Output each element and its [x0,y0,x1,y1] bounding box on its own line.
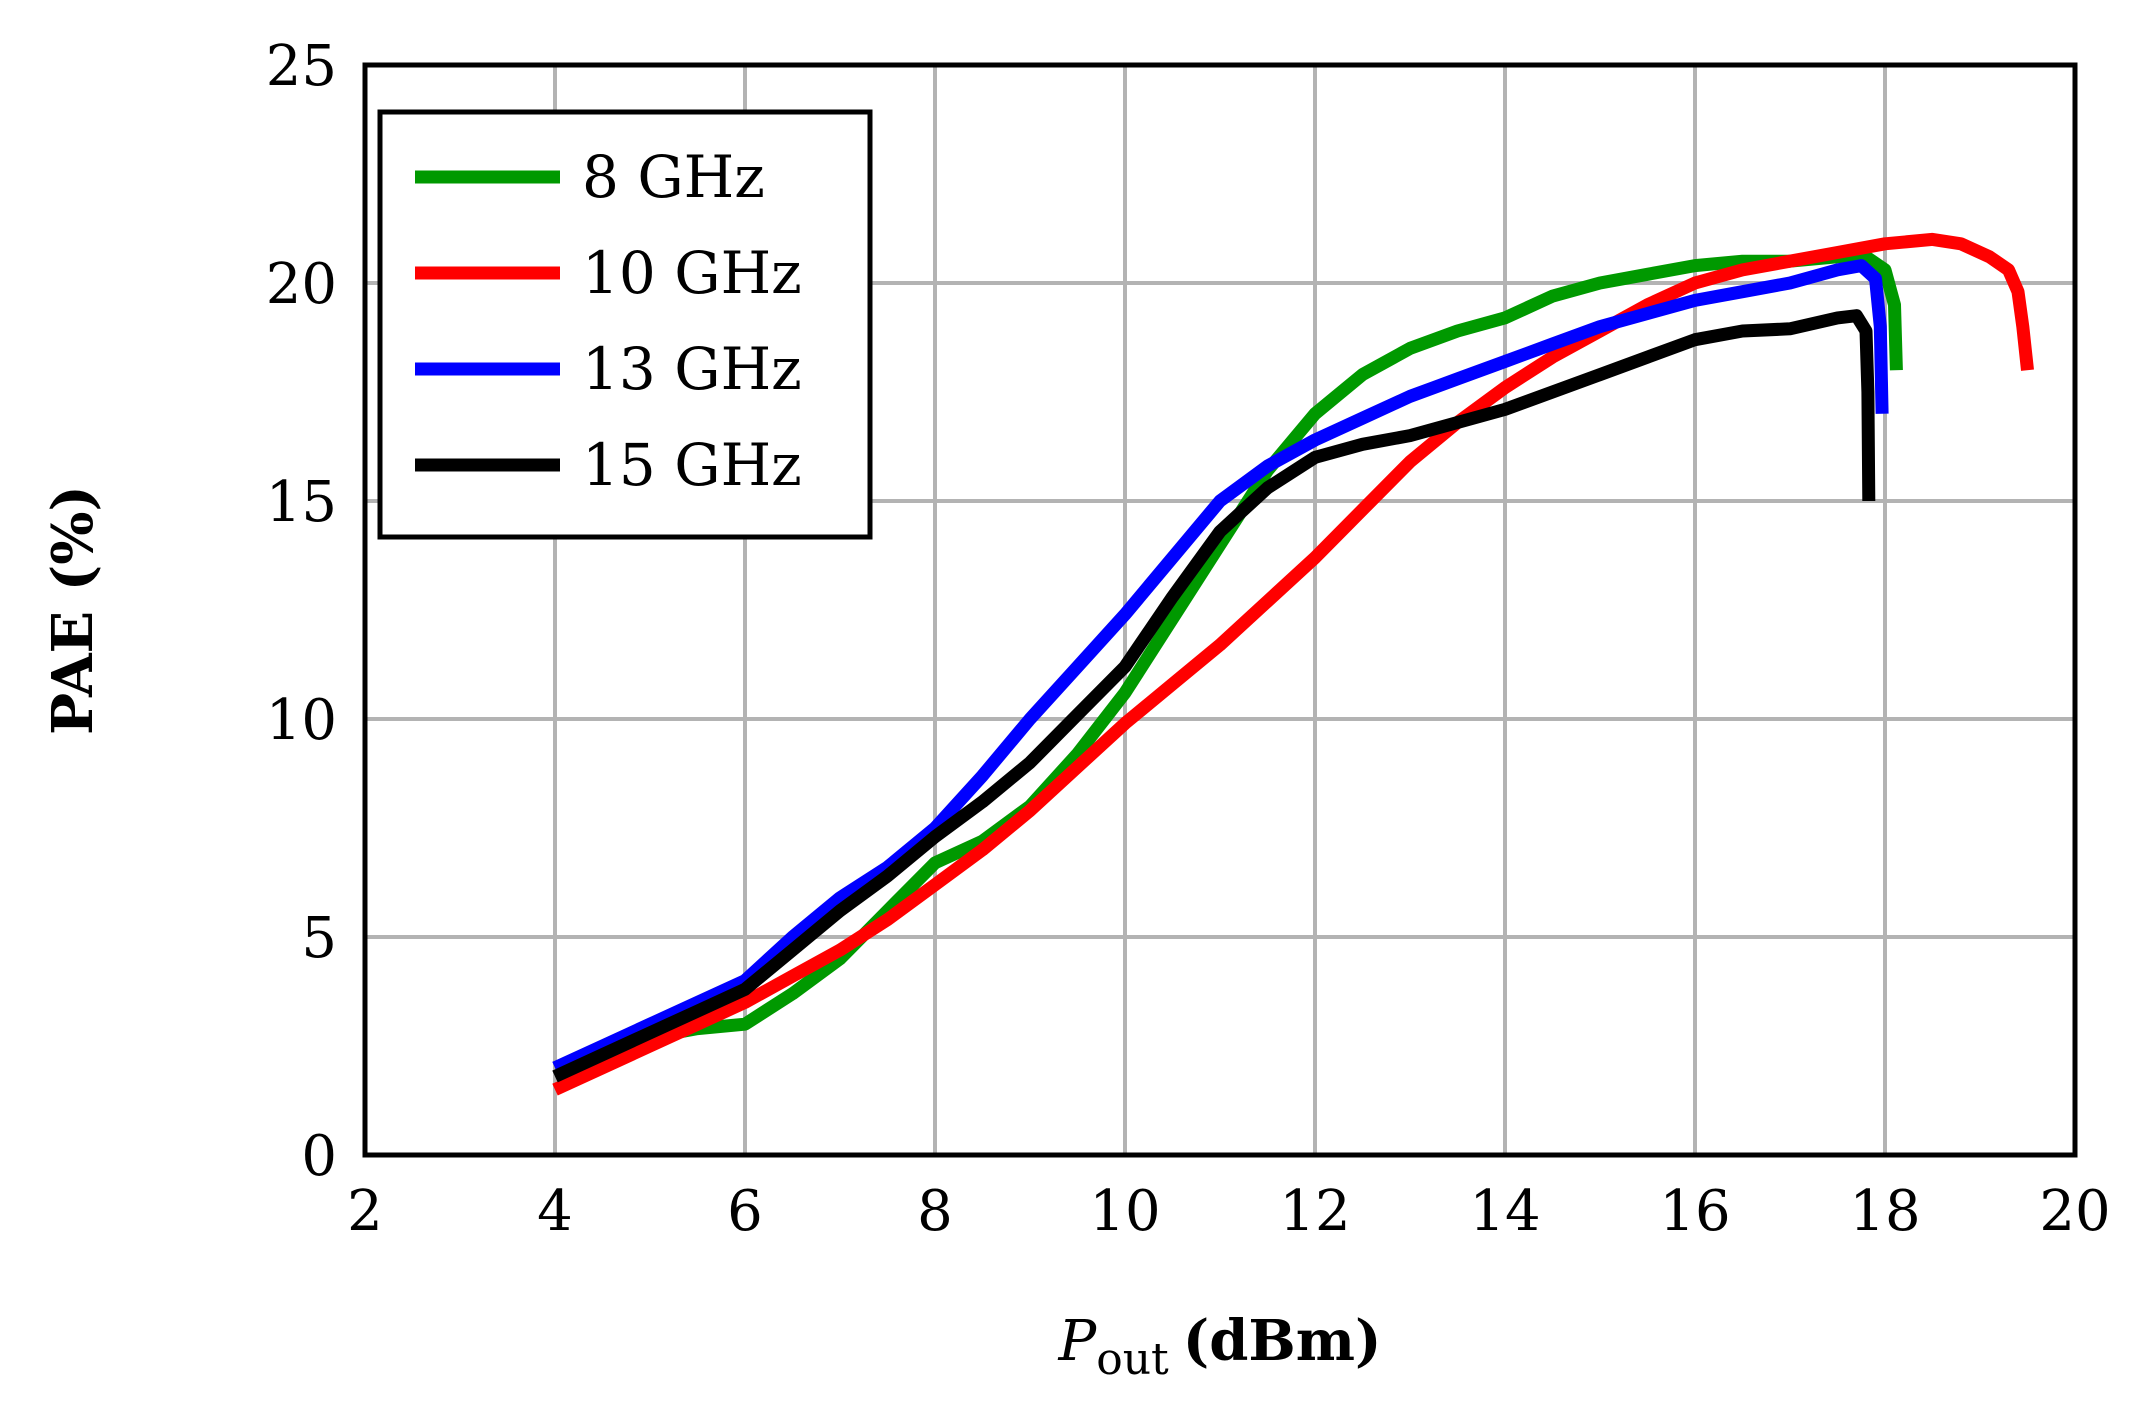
x-tick-label: 4 [537,1179,573,1244]
x-axis-label: Pout (dBm) [1058,1308,1382,1385]
plot-area-frame [362,62,2078,1158]
y-tick-label: 25 [266,34,337,99]
tick-labels: 2 4 6 8 10 12 14 16 18 20 0 5 10 15 20 25 [266,34,2111,1244]
x-tick-label: 18 [1849,1179,1920,1244]
y-tick-label: 15 [266,470,337,535]
x-tick-label: 20 [2039,1179,2110,1244]
x-axis-label-symbol: P [1058,1309,1098,1374]
y-tick-label: 5 [301,906,337,971]
legend-label: 8 GHz [582,143,765,211]
series-line-15-ghz [552,309,1876,1083]
series-line-13-ghz [552,259,1889,1074]
legend-label: 13 GHz [582,335,802,403]
legend-label: 10 GHz [582,239,802,307]
legend: 8 GHz 10 GHz 13 GHz 15 GHz [377,109,873,540]
legend-label: 15 GHz [582,431,802,499]
data-series [552,232,2034,1096]
x-axis-label-subscript: out [1096,1334,1169,1385]
x-tick-label: 10 [1089,1179,1160,1244]
y-tick-label: 20 [266,252,337,317]
series-line-10-ghz [552,232,2034,1096]
x-tick-label: 12 [1279,1179,1350,1244]
y-tick-label: 0 [301,1124,337,1189]
x-axis-label-unit: (dBm) [1183,1308,1382,1374]
x-tick-label: 6 [727,1179,763,1244]
x-tick-label: 14 [1469,1179,1540,1244]
x-tick-label: 2 [347,1179,383,1244]
y-tick-label: 10 [266,688,337,753]
y-axis-label: PAE (%) [40,485,106,735]
x-tick-label: 16 [1659,1179,1730,1244]
x-tick-label: 8 [917,1179,953,1244]
